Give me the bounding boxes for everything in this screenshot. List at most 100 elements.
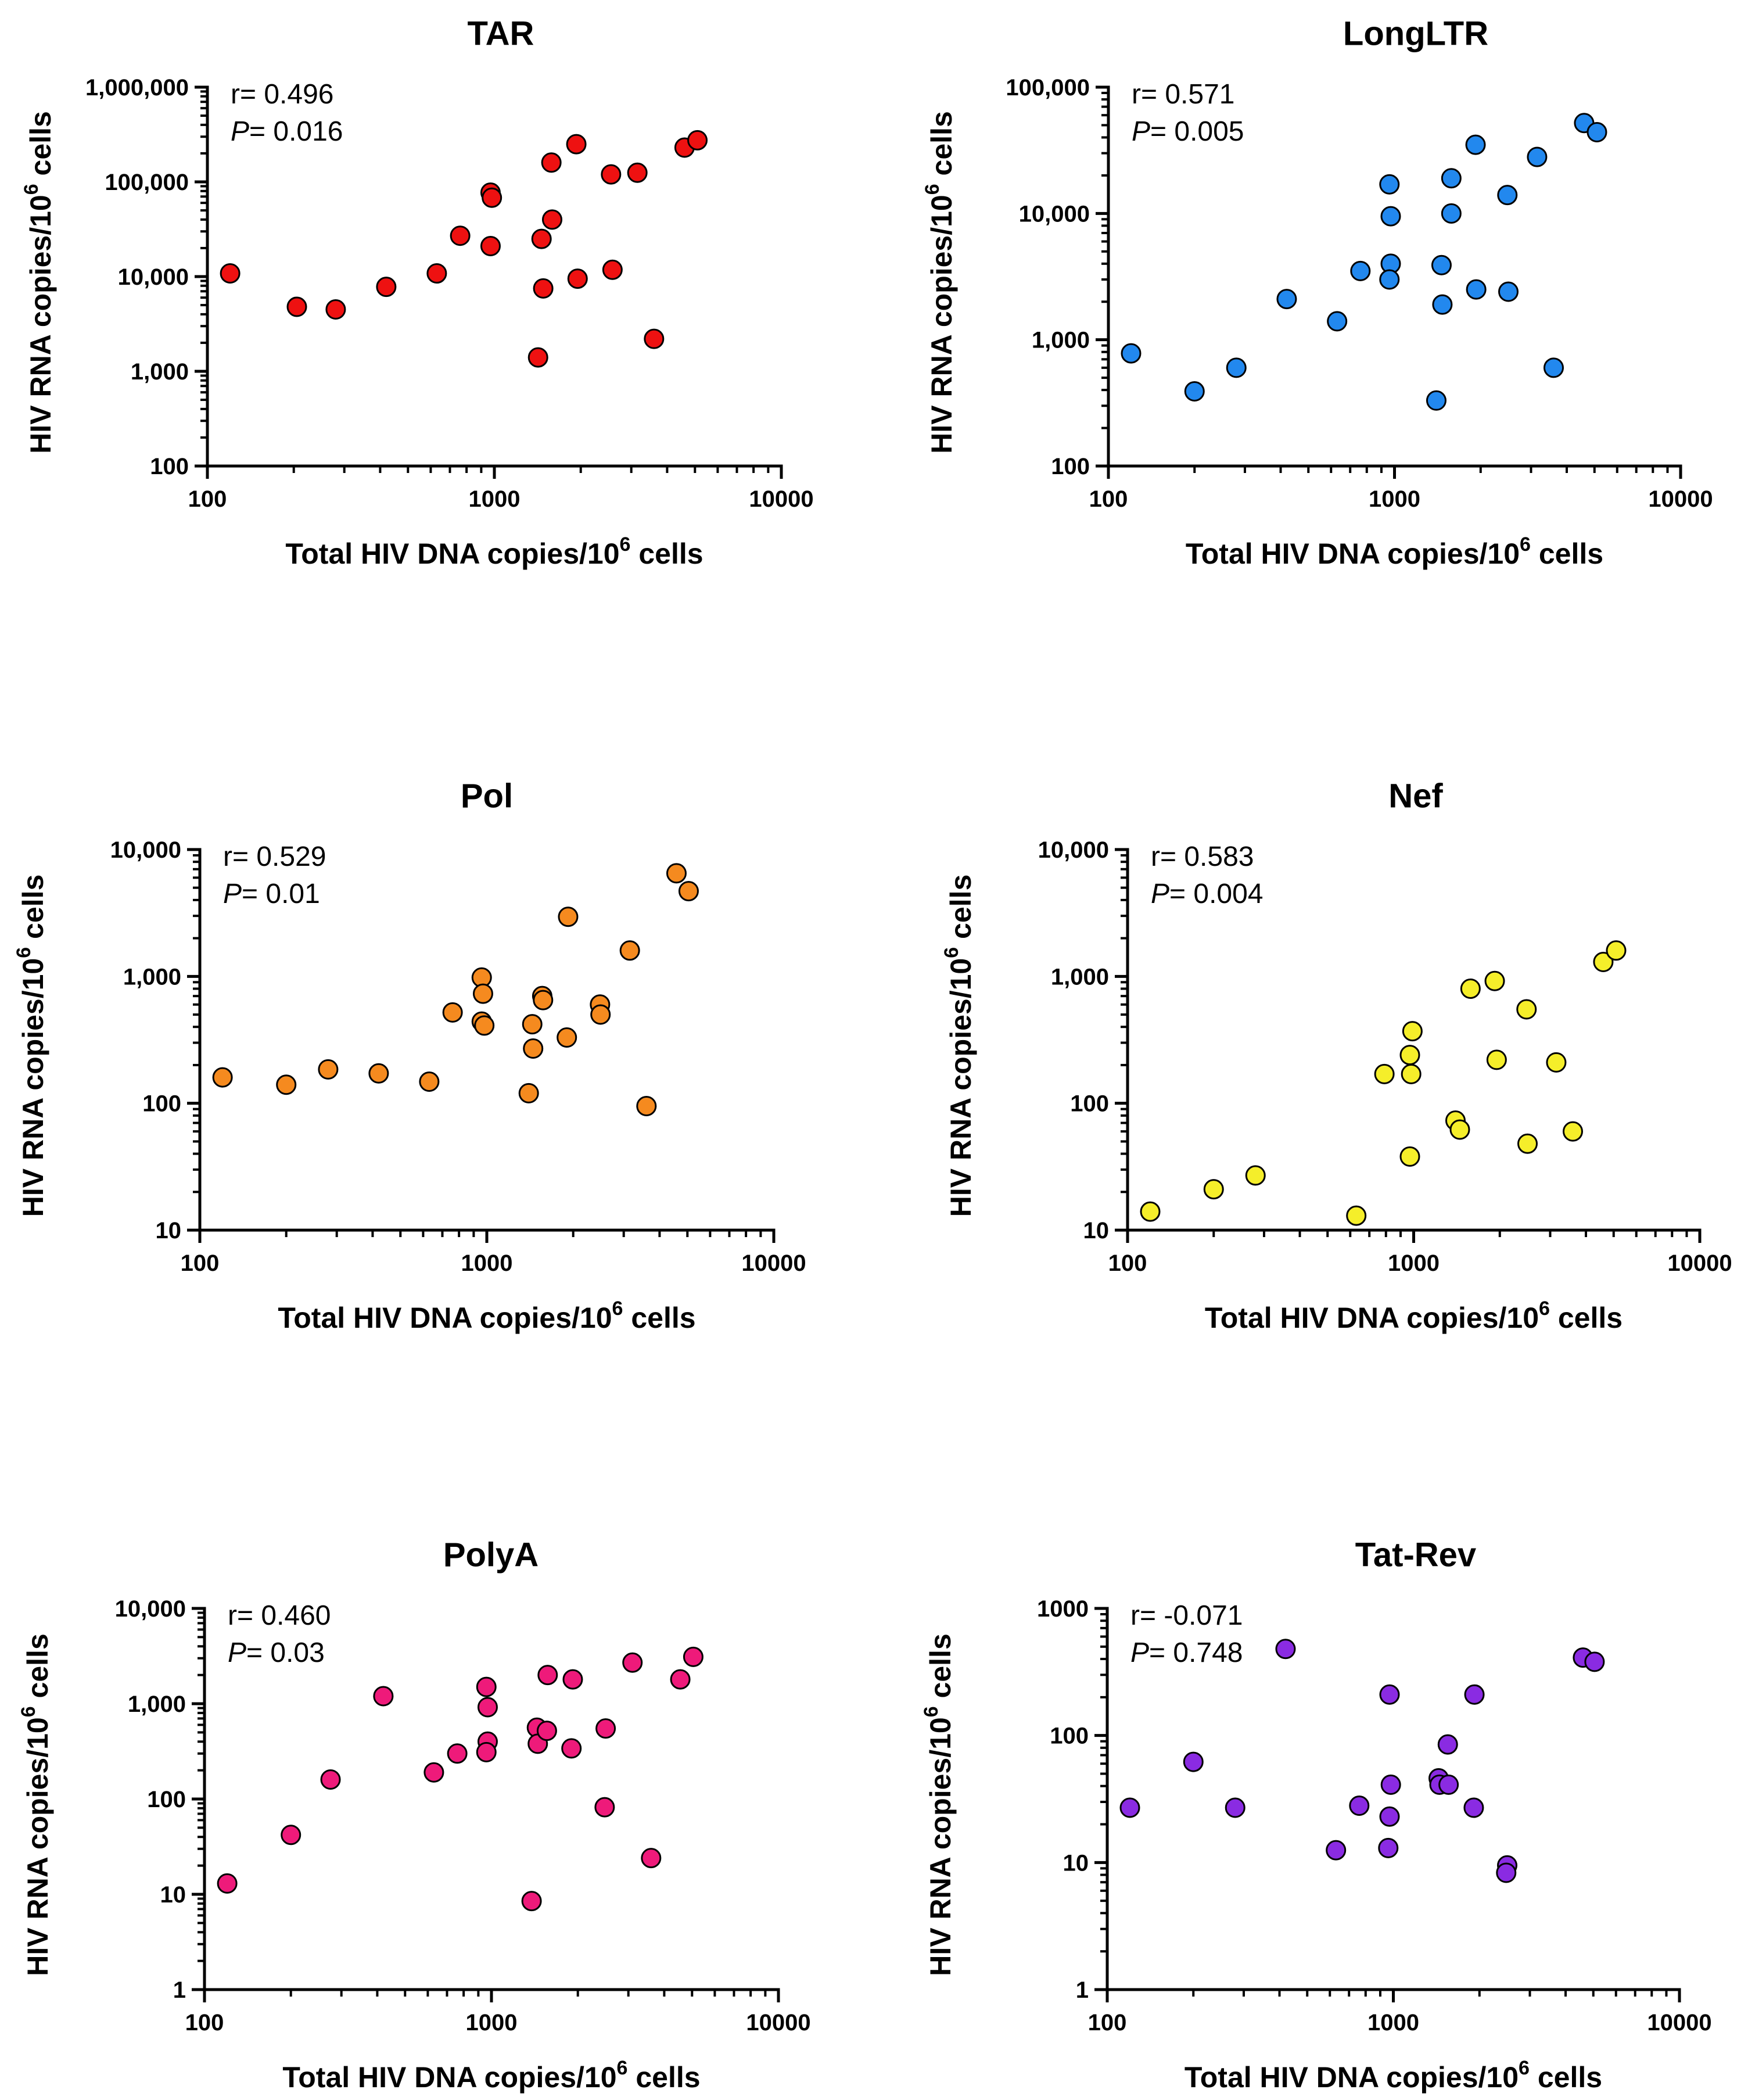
- data-point: [1378, 1837, 1399, 1858]
- data-point: [442, 1002, 463, 1023]
- data-point: [566, 134, 587, 155]
- data-point: [1379, 269, 1400, 290]
- y-tick-label: 10,000: [110, 837, 181, 863]
- data-point: [1140, 1201, 1161, 1222]
- data-point: [1379, 1806, 1400, 1827]
- data-point: [590, 1004, 611, 1025]
- r-value: r= 0.460: [228, 1600, 331, 1631]
- y-tick-label: 10: [1083, 1218, 1110, 1243]
- data-point: [1276, 289, 1297, 310]
- data-point: [533, 278, 554, 299]
- x-tick-label: 10000: [1648, 486, 1713, 512]
- data-point: [619, 940, 640, 961]
- data-point: [1275, 1639, 1296, 1660]
- data-point: [450, 225, 471, 246]
- data-point: [1326, 1840, 1347, 1861]
- y-tick-label: 1000: [1037, 1596, 1089, 1622]
- data-point: [1486, 1049, 1507, 1070]
- data-point: [1402, 1021, 1423, 1042]
- y-tick-label: 10: [160, 1882, 186, 1908]
- data-point: [522, 1014, 543, 1035]
- data-point: [476, 1676, 497, 1697]
- data-point: [1441, 168, 1462, 189]
- data-point: [1584, 1651, 1605, 1672]
- y-tick-label: 100,000: [105, 170, 189, 195]
- data-point: [447, 1743, 468, 1764]
- panel-tar: TAR 100 1000 10000 100 1,000 10,000 100,000 1,00…: [20, 15, 814, 570]
- data-point: [1464, 1684, 1485, 1705]
- y-tick-label: 1,000: [1032, 328, 1090, 353]
- x-tick-label: 100: [181, 1250, 220, 1276]
- data-point: [1399, 1045, 1420, 1066]
- x-tick-label: 1000: [469, 486, 521, 512]
- data-point: [477, 1697, 498, 1718]
- data-point: [666, 863, 687, 884]
- data-point: [217, 1873, 238, 1894]
- data-point: [1349, 1796, 1370, 1816]
- data-point: [1346, 1205, 1367, 1226]
- data-point: [1516, 999, 1537, 1020]
- x-tick-label: 1000: [1367, 2010, 1419, 2036]
- y-tick-label: 100: [1070, 1091, 1109, 1117]
- data-point: [1460, 978, 1481, 999]
- panel-nef: Nef 100 1000 10000 10 100 1,000 10,000 Total HIV…: [941, 777, 1732, 1334]
- data-point: [687, 130, 708, 150]
- data-point: [1543, 357, 1564, 378]
- p-value: P= 0.004: [1151, 879, 1264, 909]
- data-point: [521, 1891, 542, 1912]
- data-point: [480, 235, 501, 256]
- data-point: [533, 990, 554, 1010]
- data-point: [286, 296, 307, 317]
- data-point: [276, 1074, 297, 1095]
- p-value: P= 0.005: [1132, 116, 1244, 147]
- x-axis-label: Total HIV DNA copies/106 cells: [1186, 533, 1603, 570]
- data-point: [683, 1646, 703, 1667]
- y-tick-label: 10: [1063, 1850, 1089, 1876]
- data-point: [1484, 970, 1505, 991]
- data-point: [1517, 1133, 1538, 1154]
- data-point: [1465, 134, 1486, 155]
- y-tick-label: 1,000: [123, 964, 181, 990]
- data-point: [1183, 1751, 1204, 1772]
- y-tick-label: 1,000: [131, 359, 189, 385]
- y-tick-label: 100: [1050, 1723, 1089, 1749]
- data-point: [376, 277, 397, 298]
- data-point: [561, 1738, 582, 1759]
- y-tick-label: 10,000: [115, 1596, 186, 1622]
- y-axis-label: HIV RNA copies/106 cells: [20, 111, 57, 454]
- data-point: [1546, 1052, 1567, 1073]
- data-point: [1379, 174, 1400, 195]
- x-tick-label: 100: [185, 2010, 224, 2036]
- x-axis-label: Total HIV DNA copies/106 cells: [285, 533, 703, 570]
- data-point: [527, 347, 548, 368]
- p-value: P= 0.748: [1130, 1637, 1243, 1668]
- data-point: [1562, 1121, 1583, 1142]
- x-axis-label: Total HIV DNA copies/106 cells: [1185, 2057, 1602, 2094]
- data-point: [1496, 1862, 1517, 1883]
- data-point: [1606, 940, 1627, 961]
- panel-pol: Pol 100 1000 10000 10 100 1,000 10,000 Total HIV…: [13, 777, 806, 1334]
- x-tick-label: 1000: [466, 2010, 518, 2036]
- y-tick-label: 100: [150, 454, 189, 479]
- data-point: [627, 162, 648, 183]
- data-point: [472, 983, 493, 1004]
- data-point: [541, 209, 562, 230]
- data-point: [419, 1071, 440, 1092]
- x-tick-label: 1000: [1369, 486, 1420, 512]
- data-point: [557, 1027, 577, 1048]
- r-value: r= 0.583: [1151, 841, 1254, 872]
- data-point: [325, 299, 346, 320]
- data-point: [318, 1059, 339, 1080]
- data-point: [1401, 1063, 1422, 1084]
- data-point: [1497, 185, 1518, 206]
- data-point: [1225, 1797, 1246, 1818]
- data-point: [426, 263, 447, 284]
- data-point: [1374, 1063, 1395, 1084]
- y-tick-label: 100,000: [1006, 75, 1090, 101]
- data-point: [1121, 343, 1142, 364]
- chart-title: Nef: [1388, 777, 1443, 815]
- data-point: [1587, 121, 1607, 142]
- data-point: [1498, 281, 1519, 302]
- y-tick-label: 1,000: [1051, 964, 1109, 990]
